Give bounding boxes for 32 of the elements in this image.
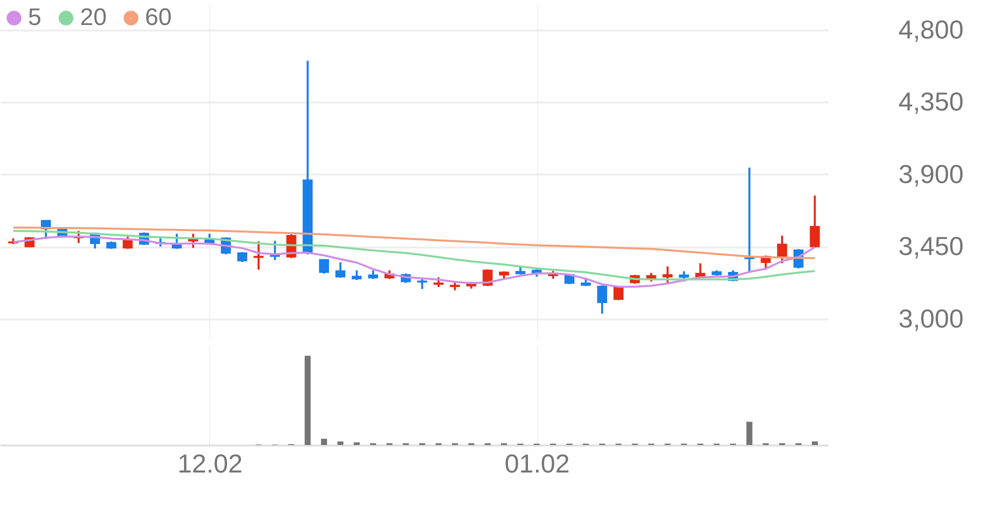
bar: [337, 441, 344, 445]
candlestick: [777, 234, 788, 264]
y-tick-label: 4,350: [898, 86, 964, 117]
candlestick: [417, 278, 428, 290]
bar: [354, 442, 360, 445]
candlestick: [434, 276, 444, 288]
bar: [812, 441, 818, 445]
legend-label: 5: [28, 4, 42, 32]
candlestick: [254, 240, 264, 271]
candlestick: [237, 251, 248, 263]
candlestick: [678, 270, 689, 283]
candlestick: [597, 284, 608, 315]
candlestick: [662, 265, 673, 286]
candlestick: [270, 240, 280, 262]
y-tick-label: 4,800: [898, 14, 964, 44]
bar: [304, 356, 311, 445]
x-tick-label: 12.02: [177, 448, 243, 478]
legend-label: 20: [80, 4, 107, 32]
y-tick-label: 3,450: [898, 231, 964, 262]
candlestick: [744, 166, 754, 273]
candlestick: [335, 261, 346, 279]
legend-label: 60: [145, 4, 172, 32]
y-tick-label: 3,000: [898, 303, 964, 334]
candlestick: [810, 194, 820, 249]
candlestick: [352, 269, 362, 281]
x-tick-label: 01.02: [504, 448, 570, 478]
candlestick: [319, 258, 330, 275]
bar: [746, 422, 752, 445]
line-series: [12, 230, 816, 280]
y-tick-label: 3,900: [898, 158, 964, 189]
bar: [321, 438, 328, 445]
candlestick: [122, 236, 133, 250]
